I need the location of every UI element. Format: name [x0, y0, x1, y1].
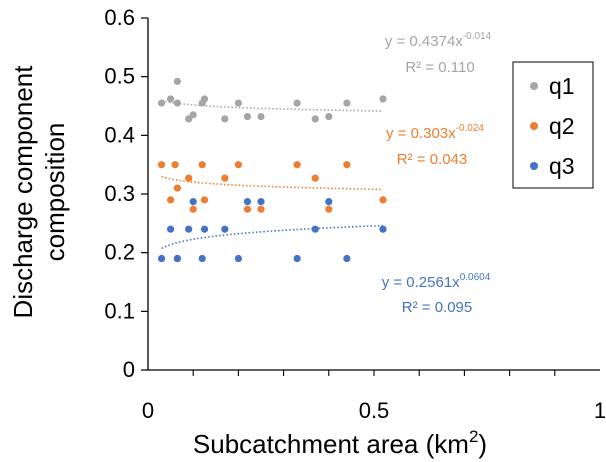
- point-q2: [198, 161, 206, 169]
- point-q1: [221, 115, 229, 123]
- point-q2: [189, 205, 197, 213]
- point-q2: [167, 196, 175, 204]
- point-q1: [189, 111, 197, 119]
- point-q3: [157, 254, 166, 263]
- point-q3: [189, 198, 197, 206]
- point-q3: [234, 254, 242, 263]
- point-q3: [311, 225, 319, 233]
- point-q3: [379, 225, 387, 233]
- point-q1: [293, 99, 301, 107]
- equation-q2: y = 0.303x-0.024: [386, 123, 484, 142]
- point-q3: [243, 198, 252, 206]
- x-axis-title: Subcatchment area (km2): [193, 427, 487, 459]
- point-q1: [157, 99, 166, 107]
- equation-exponent-q3: 0.0604: [460, 272, 491, 283]
- trendline-q1: [161, 99, 384, 112]
- point-q2: [379, 196, 387, 204]
- point-q2: [293, 161, 301, 169]
- point-q2: [221, 174, 229, 182]
- point-q2: [243, 205, 252, 213]
- x-tick-label: 0: [142, 398, 154, 423]
- point-q3: [293, 254, 301, 263]
- y-tick-label: 0.6: [104, 5, 135, 30]
- point-q1: [311, 115, 319, 123]
- x-tick-label: 0.5: [359, 398, 390, 423]
- equation-exponent-q1: -0.014: [463, 31, 492, 42]
- legend-marker-q2: [530, 122, 538, 130]
- x-tick-label: 1: [594, 398, 606, 423]
- trendline-q3: [161, 224, 384, 250]
- trendline-q2: [161, 175, 384, 191]
- point-q1: [325, 112, 333, 121]
- y-tick-label: 0: [123, 357, 135, 382]
- y-tick-label: 0.1: [104, 298, 135, 323]
- point-q2: [311, 174, 319, 182]
- point-q2: [234, 161, 242, 169]
- x-axis-title-end: ): [478, 429, 487, 459]
- legend-label-q1: q1: [549, 73, 575, 99]
- point-q1: [343, 99, 351, 107]
- point-q2: [200, 196, 209, 204]
- y-tick-label: 0.4: [104, 122, 135, 147]
- point-q1: [234, 99, 242, 107]
- point-q1: [173, 77, 181, 85]
- point-q2: [325, 205, 333, 213]
- legend-marker-q1: [530, 82, 538, 90]
- point-q3: [167, 225, 175, 233]
- legend-marker-q3: [530, 162, 538, 170]
- point-q1: [379, 95, 387, 103]
- x-axis-title-sup: 2: [469, 427, 478, 446]
- y-tick-label: 0.3: [104, 181, 135, 206]
- point-q3: [173, 254, 181, 263]
- y-tick-label: 0.5: [104, 64, 135, 89]
- equation-q1: y = 0.4374x-0.014: [385, 31, 492, 50]
- equation-base-q2: y = 0.303x: [386, 125, 456, 142]
- point-q1: [167, 95, 175, 103]
- point-q2: [185, 174, 193, 182]
- point-q3: [257, 198, 265, 206]
- point-q2: [157, 161, 166, 169]
- point-q3: [343, 254, 351, 263]
- x-axis-title-main: Subcatchment area (km: [193, 429, 469, 459]
- legend-label-q2: q2: [549, 113, 575, 139]
- equation-base-q1: y = 0.4374x: [385, 33, 463, 50]
- y-axis-title-line1: Discharge component: [8, 65, 38, 319]
- point-q3: [185, 225, 193, 233]
- legend-box: [512, 61, 594, 189]
- point-q3: [198, 254, 206, 263]
- point-q1: [257, 112, 265, 121]
- point-q3: [221, 225, 229, 233]
- r-squared-q1: R² = 0.110: [405, 59, 474, 76]
- r-squared-q3: R² = 0.095: [402, 299, 472, 316]
- point-q2: [257, 205, 265, 213]
- r-squared-q2: R² = 0.043: [397, 151, 467, 168]
- y-tick-label: 0.2: [104, 240, 135, 265]
- equation-exponent-q2: -0.024: [456, 123, 485, 134]
- y-axis-title-line2: composition: [40, 123, 70, 262]
- point-q2: [173, 184, 181, 192]
- point-q2: [171, 161, 179, 169]
- point-q3: [325, 198, 333, 206]
- point-q1: [200, 95, 209, 103]
- point-q1: [243, 112, 252, 121]
- legend-label-q3: q3: [549, 153, 575, 179]
- point-q1: [173, 99, 181, 107]
- equation-base-q3: y = 0.2561x: [382, 274, 460, 291]
- equation-q3: y = 0.2561x0.0604: [382, 272, 491, 291]
- point-q3: [200, 225, 209, 233]
- point-q2: [343, 161, 351, 169]
